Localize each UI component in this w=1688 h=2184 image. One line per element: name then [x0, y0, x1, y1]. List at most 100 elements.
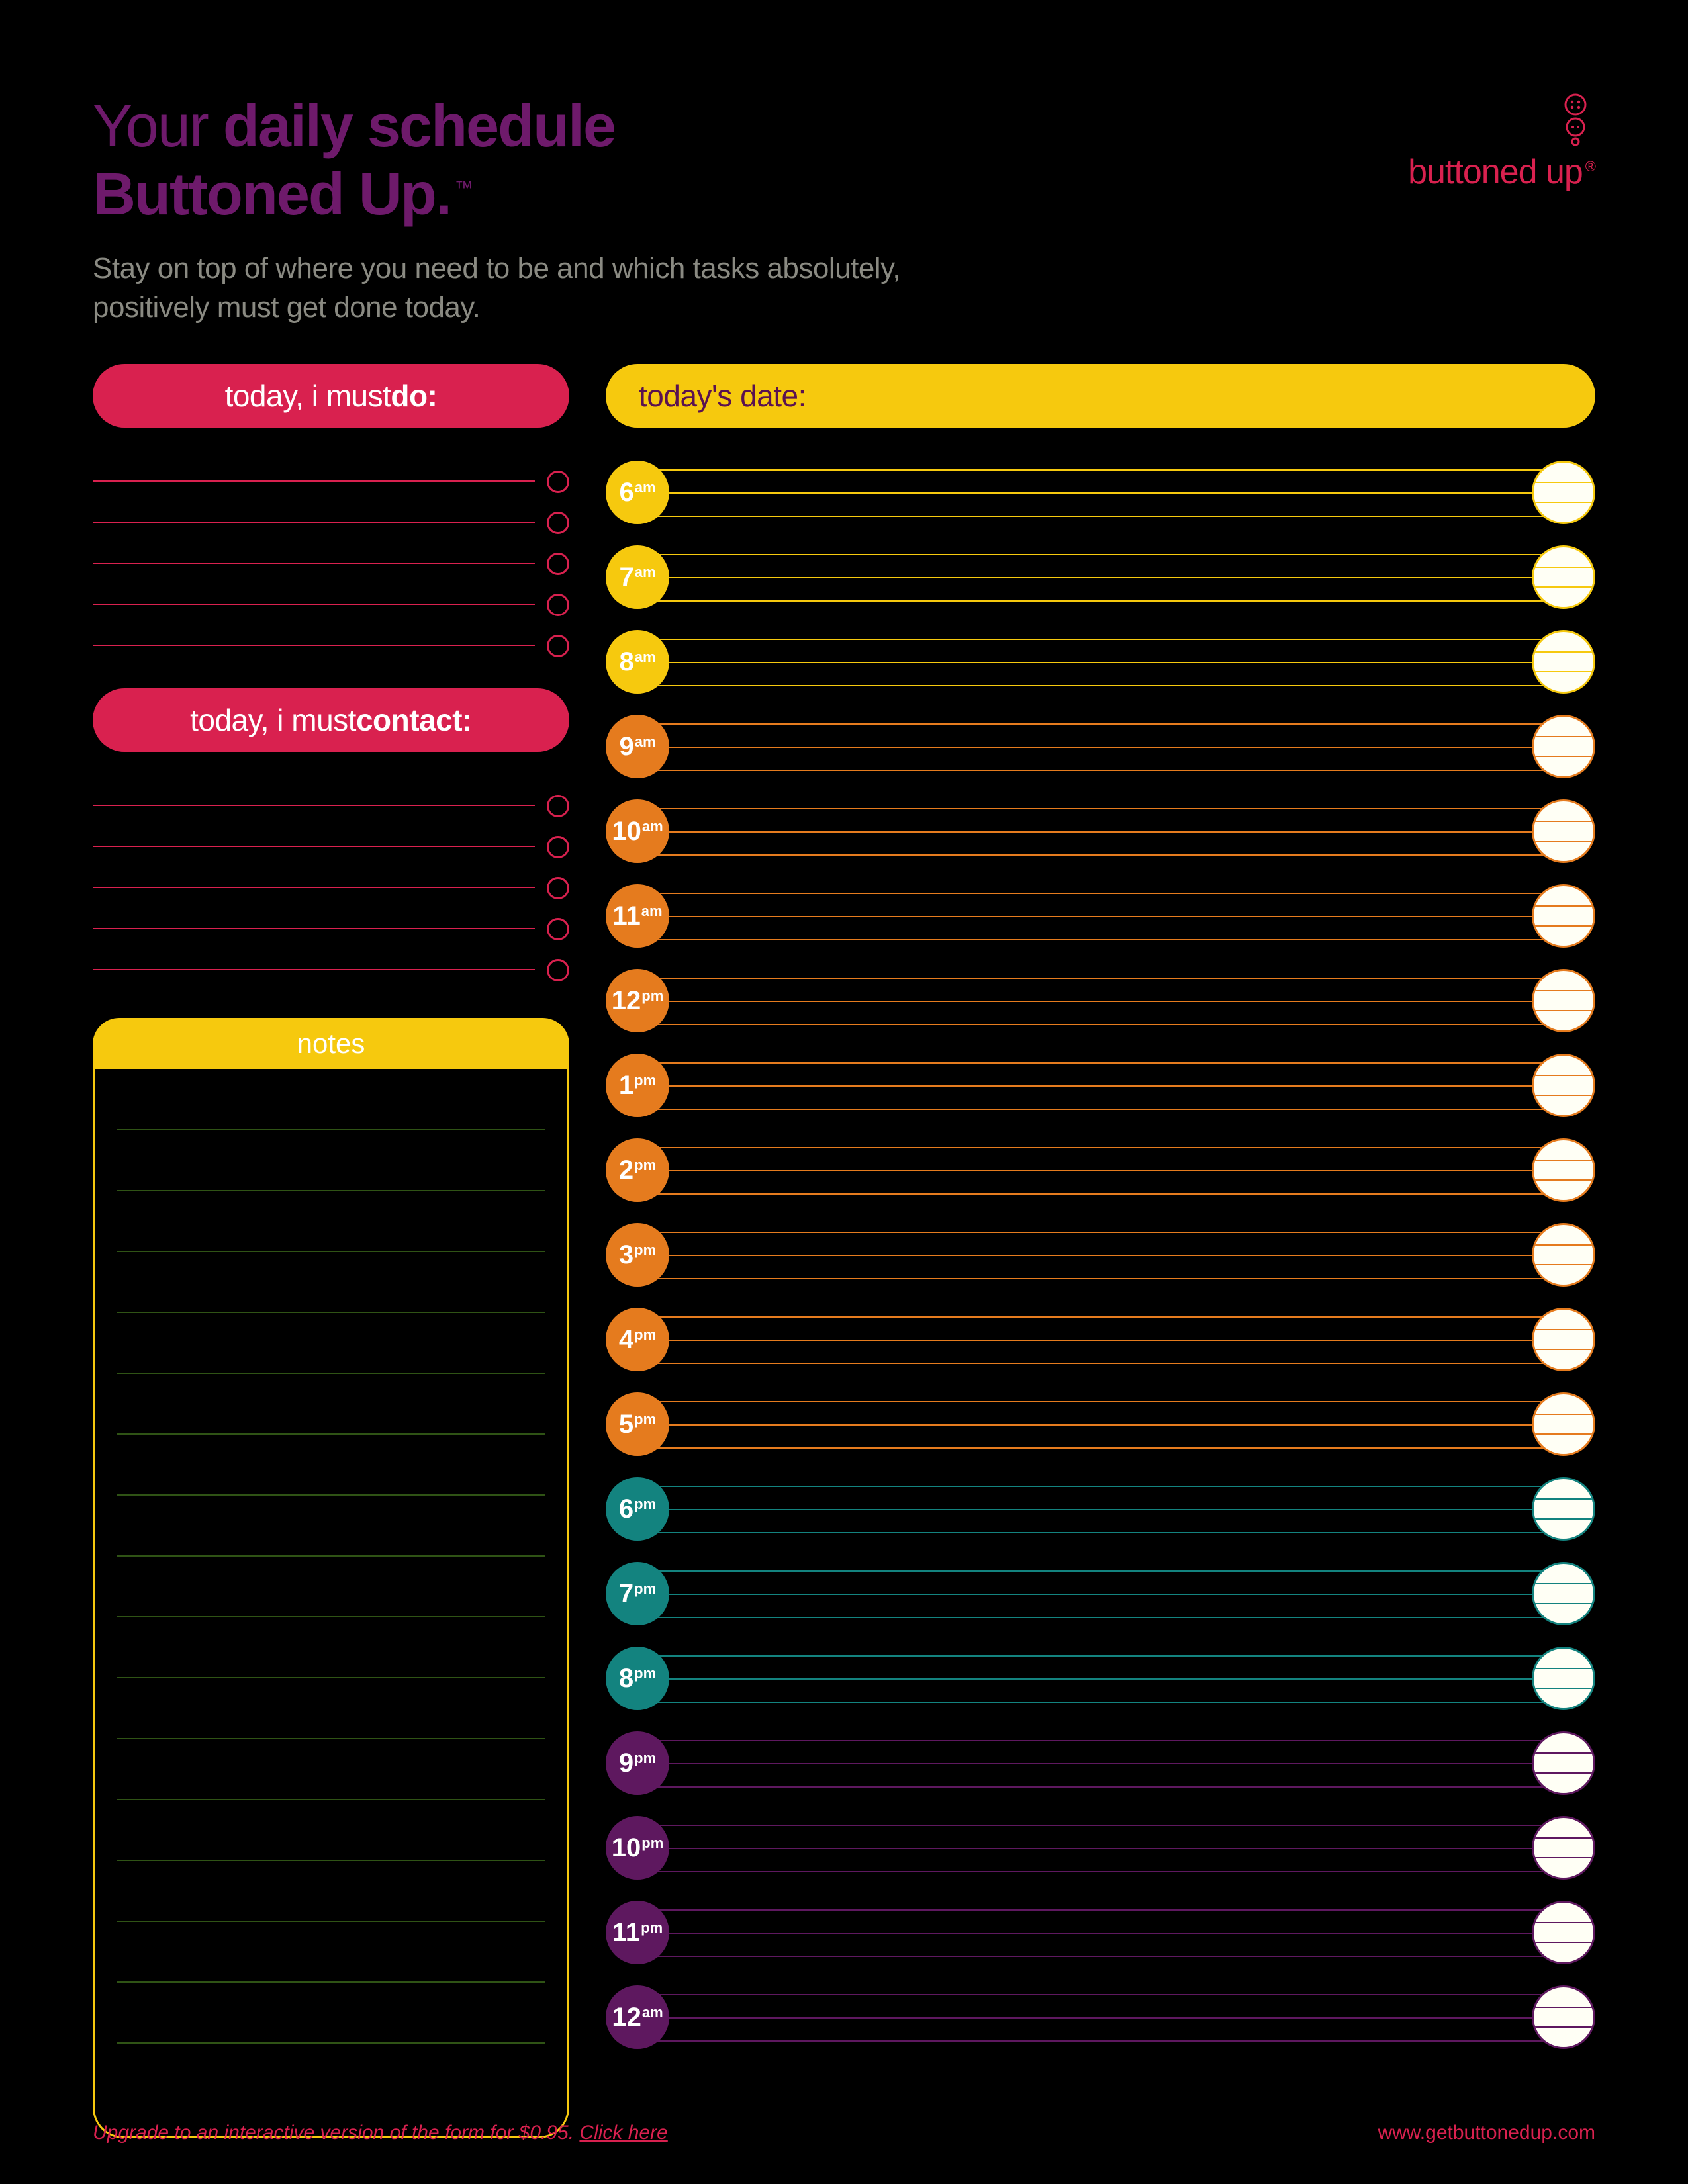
time-end-circle[interactable]: [1532, 1392, 1595, 1456]
time-end-circle[interactable]: [1532, 1731, 1595, 1795]
time-end-circle[interactable]: [1532, 1138, 1595, 1202]
time-slot[interactable]: 10pm: [606, 1805, 1595, 1890]
notes-line[interactable]: [117, 1557, 545, 1617]
task-line[interactable]: [93, 605, 535, 646]
time-slot-lines: [637, 639, 1564, 685]
notes-line[interactable]: [117, 2044, 545, 2105]
time-slot[interactable]: 8pm: [606, 1636, 1595, 1721]
notes-line[interactable]: [117, 1191, 545, 1252]
time-end-circle[interactable]: [1532, 1985, 1595, 2049]
task-row[interactable]: [93, 564, 569, 605]
time-slot[interactable]: 12pm: [606, 958, 1595, 1043]
time-slot[interactable]: 4pm: [606, 1297, 1595, 1382]
notes-line[interactable]: [117, 1922, 545, 1983]
notes-line[interactable]: [117, 1252, 545, 1313]
task-checkbox[interactable]: [547, 959, 569, 981]
task-checkbox[interactable]: [547, 795, 569, 817]
time-slot[interactable]: 7am: [606, 535, 1595, 619]
time-end-circle[interactable]: [1532, 1308, 1595, 1371]
task-line[interactable]: [93, 523, 535, 564]
time-slot[interactable]: 6am: [606, 450, 1595, 535]
time-slot[interactable]: 3pm: [606, 1212, 1595, 1297]
contact-list[interactable]: [93, 765, 569, 970]
task-row[interactable]: [93, 806, 569, 847]
time-badge: 11am: [606, 884, 669, 948]
notes-line[interactable]: [117, 1496, 545, 1557]
task-row[interactable]: [93, 929, 569, 970]
task-row[interactable]: [93, 847, 569, 888]
notes-line[interactable]: [117, 1983, 545, 2044]
time-slot[interactable]: 6pm: [606, 1467, 1595, 1551]
task-line[interactable]: [93, 806, 535, 847]
time-end-circle[interactable]: [1532, 799, 1595, 863]
notes-line[interactable]: [117, 1800, 545, 1861]
task-line[interactable]: [93, 441, 535, 482]
time-slot[interactable]: 5pm: [606, 1382, 1595, 1467]
task-checkbox[interactable]: [547, 512, 569, 534]
task-checkbox[interactable]: [547, 836, 569, 858]
time-slot-lines: [637, 893, 1564, 939]
time-slot[interactable]: 8am: [606, 619, 1595, 704]
task-row[interactable]: [93, 605, 569, 646]
time-badge: 2pm: [606, 1138, 669, 1202]
task-line[interactable]: [93, 765, 535, 806]
do-list[interactable]: [93, 441, 569, 646]
time-slot[interactable]: 1pm: [606, 1043, 1595, 1128]
time-end-circle[interactable]: [1532, 969, 1595, 1032]
time-end-circle[interactable]: [1532, 630, 1595, 694]
notes-line[interactable]: [117, 1069, 545, 1130]
time-slot[interactable]: 7pm: [606, 1551, 1595, 1636]
date-label: today's date:: [639, 378, 806, 414]
task-checkbox[interactable]: [547, 918, 569, 940]
task-row[interactable]: [93, 888, 569, 929]
time-end-circle[interactable]: [1532, 1647, 1595, 1710]
task-checkbox[interactable]: [547, 471, 569, 493]
task-line[interactable]: [93, 929, 535, 970]
time-slot[interactable]: 11am: [606, 874, 1595, 958]
timeline: 6am7am8am9am10am 11am 12pm1pm 2pm 3pm 4pm5pm6…: [606, 450, 1595, 2060]
task-row[interactable]: [93, 765, 569, 806]
task-row[interactable]: [93, 441, 569, 482]
time-slot[interactable]: 10am: [606, 789, 1595, 874]
time-end-circle[interactable]: [1532, 1901, 1595, 1964]
time-end-circle[interactable]: [1532, 884, 1595, 948]
notes-line[interactable]: [117, 1435, 545, 1496]
time-end-circle[interactable]: [1532, 715, 1595, 778]
time-slot[interactable]: 11pm: [606, 1890, 1595, 1975]
notes-line[interactable]: [117, 1313, 545, 1374]
notes-header: notes: [93, 1018, 569, 1069]
task-line[interactable]: [93, 564, 535, 605]
notes-line[interactable]: [117, 1739, 545, 1800]
time-badge: 3pm: [606, 1223, 669, 1287]
task-line[interactable]: [93, 888, 535, 929]
task-row[interactable]: [93, 523, 569, 564]
notes-body[interactable]: [93, 1069, 569, 2138]
time-slot[interactable]: 2pm: [606, 1128, 1595, 1212]
task-checkbox[interactable]: [547, 635, 569, 657]
task-checkbox[interactable]: [547, 594, 569, 616]
task-checkbox[interactable]: [547, 553, 569, 575]
date-header[interactable]: today's date:: [606, 364, 1595, 428]
task-line[interactable]: [93, 847, 535, 888]
footer-upgrade-link[interactable]: Click here: [579, 2122, 667, 2144]
task-checkbox[interactable]: [547, 877, 569, 899]
notes-line[interactable]: [117, 1861, 545, 1922]
time-slot[interactable]: 12am: [606, 1975, 1595, 2060]
time-end-circle[interactable]: [1532, 1816, 1595, 1880]
page-title-line1: Your daily schedule: [93, 93, 953, 161]
notes-line[interactable]: [117, 1617, 545, 1678]
time-end-circle[interactable]: [1532, 1562, 1595, 1625]
time-slot[interactable]: 9pm: [606, 1721, 1595, 1805]
time-end-circle[interactable]: [1532, 1477, 1595, 1541]
notes-line[interactable]: [117, 1130, 545, 1191]
notes-line[interactable]: [117, 1374, 545, 1435]
time-end-circle[interactable]: [1532, 1223, 1595, 1287]
time-end-circle[interactable]: [1532, 545, 1595, 609]
time-slot[interactable]: 9am: [606, 704, 1595, 789]
footer-url[interactable]: www.getbuttonedup.com: [1378, 2122, 1595, 2144]
notes-line[interactable]: [117, 1678, 545, 1739]
time-end-circle[interactable]: [1532, 1054, 1595, 1117]
time-end-circle[interactable]: [1532, 461, 1595, 524]
task-row[interactable]: [93, 482, 569, 523]
task-line[interactable]: [93, 482, 535, 523]
